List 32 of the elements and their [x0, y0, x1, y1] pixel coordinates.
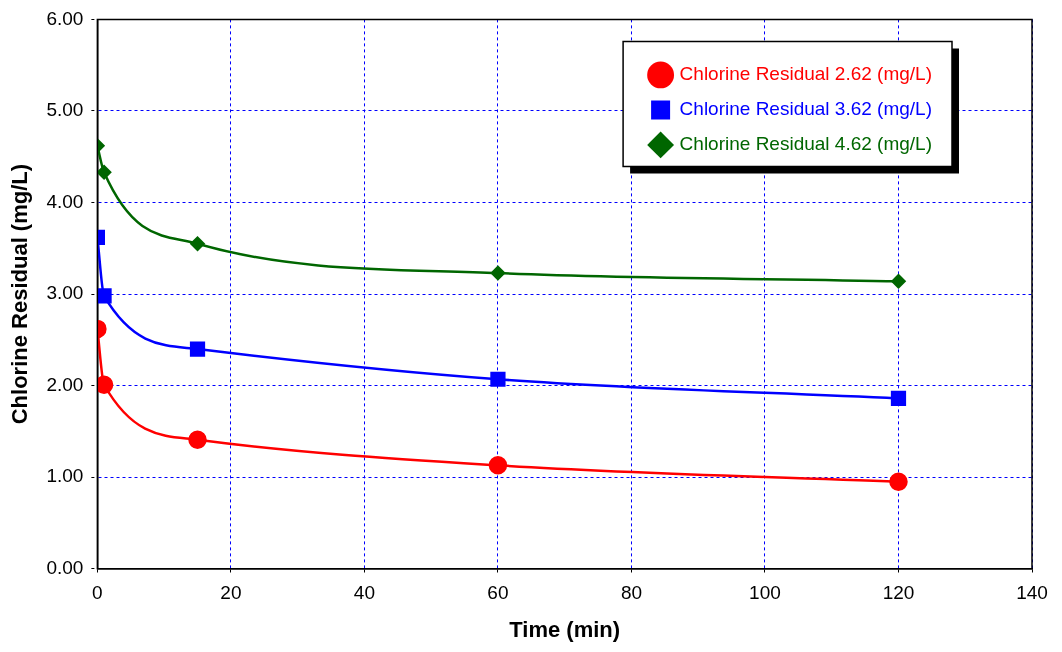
y-axis-title: Chlorine Residual (mg/L) [7, 163, 33, 425]
x-axis-title: Time (min) [509, 616, 621, 642]
y-tick-label: 5.00 [46, 99, 84, 121]
y-tick-label: 1.00 [46, 465, 84, 487]
legend-label: Chlorine Residual 4.62 (mg/L) [679, 133, 933, 155]
y-tick-label: 6.00 [46, 7, 84, 29]
point [188, 430, 207, 449]
y-tick-label: 2.00 [46, 373, 84, 395]
legend-label: Chlorine Residual 2.62 (mg/L) [679, 63, 933, 85]
y-tick-label: 4.00 [46, 190, 84, 212]
point [490, 265, 506, 281]
x-tick-label: 60 [487, 582, 509, 604]
point [890, 390, 907, 407]
x-tick-label: 20 [220, 582, 242, 604]
point [97, 165, 112, 180]
point [97, 375, 114, 394]
point [891, 274, 906, 289]
y-tick-label: 0.00 [46, 557, 84, 579]
x-tick-label: 80 [620, 582, 643, 604]
point [97, 288, 112, 304]
y-tick-label: 3.00 [46, 282, 84, 304]
point [889, 472, 908, 492]
point [490, 371, 506, 387]
x-tick-label: 120 [882, 582, 915, 604]
x-tick-label: 100 [749, 582, 781, 604]
legend-label: Chlorine Residual 3.62 (mg/L) [679, 98, 933, 120]
point [488, 456, 508, 475]
point [189, 341, 206, 357]
x-tick-label: 40 [353, 582, 375, 604]
x-tick-label: 0 [92, 582, 103, 604]
point [190, 236, 205, 251]
x-tick-label: 140 [1016, 582, 1048, 604]
